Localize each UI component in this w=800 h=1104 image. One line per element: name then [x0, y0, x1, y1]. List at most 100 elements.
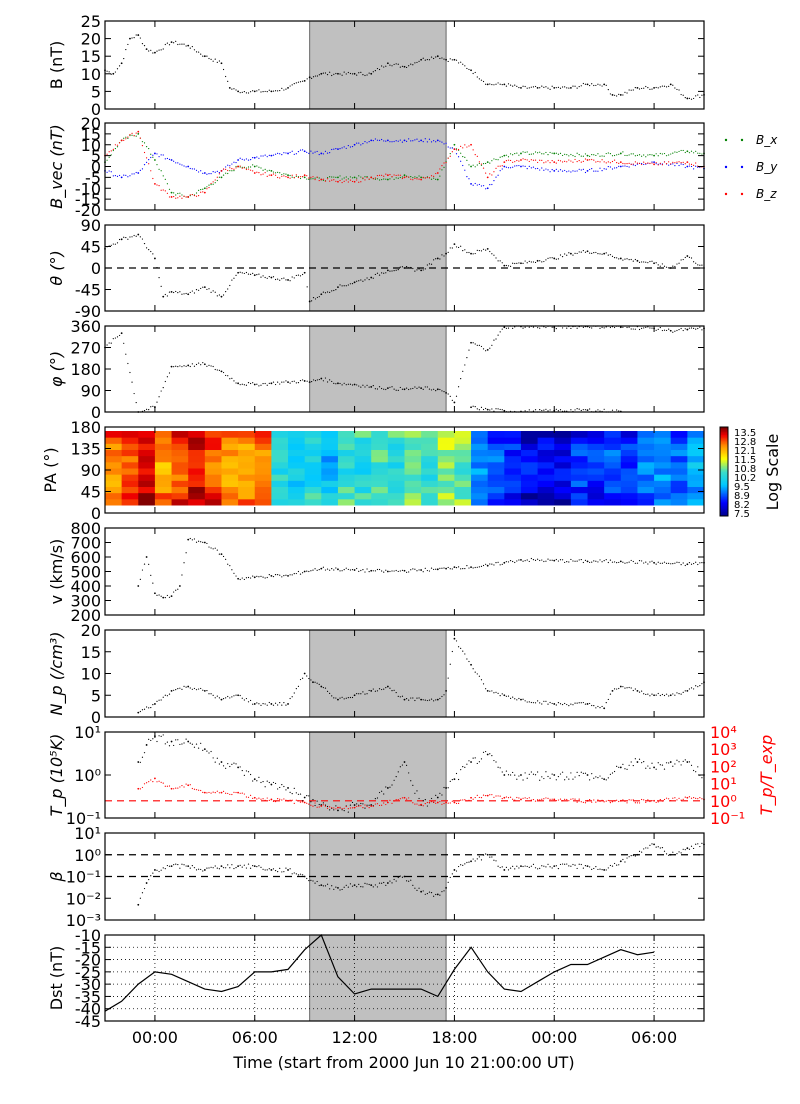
x-axis-label: Time (start from 2000 Jun 10 21:00:00 UT…	[232, 1053, 574, 1072]
data-point	[376, 568, 379, 571]
heatmap-cell	[570, 468, 589, 475]
data-point	[362, 569, 364, 571]
data-point	[435, 172, 437, 175]
data-point	[630, 89, 632, 91]
data-point	[499, 83, 501, 85]
data-point	[624, 687, 626, 689]
data-point	[520, 798, 522, 801]
data-point	[657, 164, 659, 166]
data-point	[534, 867, 537, 869]
data-point	[447, 146, 449, 148]
data-point	[260, 798, 262, 800]
data-point	[543, 777, 545, 780]
data-point	[225, 792, 227, 794]
data-point	[245, 384, 248, 386]
data-point	[266, 175, 268, 177]
data-point	[699, 562, 701, 564]
data-point	[285, 799, 287, 801]
heatmap-cell	[537, 480, 555, 487]
data-point	[551, 85, 553, 87]
data-point	[530, 261, 532, 263]
data-point	[270, 783, 273, 786]
heatmap-cell	[437, 449, 455, 457]
data-point	[279, 786, 281, 789]
data-point	[584, 251, 587, 253]
heatmap-cell	[121, 461, 139, 469]
data-point	[408, 176, 410, 178]
colorbar-segment	[720, 504, 728, 507]
data-point	[613, 770, 616, 773]
data-point	[482, 854, 485, 856]
heatmap-cell	[404, 480, 422, 487]
data-point	[601, 85, 603, 87]
data-point	[225, 558, 227, 560]
data-point	[295, 799, 297, 801]
colorbar-segment	[720, 496, 728, 499]
data-point	[233, 88, 235, 90]
data-point	[358, 570, 360, 572]
data-point	[203, 187, 206, 190]
data-point	[672, 765, 674, 767]
data-point	[277, 797, 279, 800]
data-point	[420, 890, 423, 893]
data-point	[218, 697, 220, 699]
data-point	[347, 808, 349, 810]
data-point	[636, 761, 639, 763]
data-point	[351, 569, 354, 571]
data-point	[181, 197, 183, 199]
data-point	[605, 152, 607, 155]
data-point	[493, 254, 495, 256]
data-point	[557, 159, 560, 161]
data-point	[532, 326, 535, 328]
data-point	[435, 141, 437, 143]
data-point	[262, 780, 264, 783]
colorbar-tick-label: 12.1	[734, 446, 756, 457]
data-point	[239, 578, 241, 581]
data-point	[466, 800, 468, 802]
data-point	[191, 865, 193, 867]
data-point	[522, 85, 524, 87]
data-point	[622, 561, 624, 563]
data-point	[497, 174, 499, 176]
data-point	[638, 261, 641, 263]
data-point	[545, 771, 547, 773]
data-point	[497, 165, 499, 167]
data-point	[179, 195, 181, 197]
data-point	[164, 597, 166, 599]
data-point	[647, 847, 649, 849]
data-point	[603, 168, 605, 170]
data-point	[177, 739, 179, 741]
data-point	[609, 693, 612, 695]
data-point	[358, 883, 360, 886]
data-point	[374, 69, 376, 72]
data-point	[557, 560, 560, 562]
data-point	[626, 687, 628, 689]
data-point	[405, 764, 408, 766]
heatmap-cell	[238, 498, 256, 506]
data-point	[220, 169, 223, 172]
data-point	[268, 382, 270, 384]
data-point	[370, 569, 373, 572]
data-point	[243, 90, 245, 93]
data-point	[647, 765, 649, 767]
data-point	[451, 650, 453, 653]
y-tick-label: 0	[91, 100, 101, 119]
data-point	[601, 868, 603, 871]
data-point	[252, 164, 254, 166]
data-point	[439, 140, 441, 142]
data-point	[303, 801, 306, 804]
heatmap-cell	[171, 443, 189, 450]
heatmap-cell	[421, 492, 439, 500]
y-tick-label: 10⁰	[74, 846, 101, 865]
data-point	[299, 149, 302, 151]
heatmap-cell	[121, 437, 139, 444]
data-point	[486, 564, 489, 567]
data-point	[410, 140, 412, 142]
data-point	[281, 799, 283, 801]
data-point	[239, 864, 241, 866]
colorbar-segment	[720, 440, 728, 443]
data-point	[416, 178, 418, 180]
heatmap-cell	[520, 498, 539, 506]
data-point	[372, 277, 374, 279]
data-point	[482, 794, 485, 796]
